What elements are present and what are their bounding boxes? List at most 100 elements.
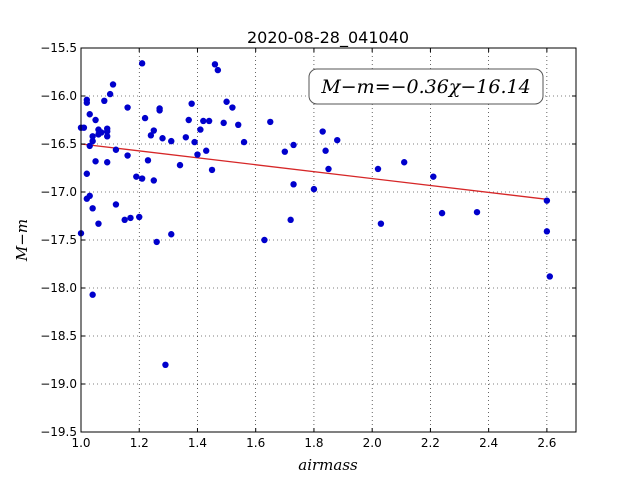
data-point bbox=[325, 165, 332, 173]
data-point bbox=[546, 273, 553, 280]
data-point bbox=[229, 104, 236, 111]
data-point bbox=[141, 114, 149, 122]
data-point bbox=[138, 60, 146, 67]
chart-title: 2020-08-28_041040 bbox=[247, 28, 409, 48]
data-point bbox=[214, 66, 222, 74]
data-point bbox=[89, 133, 96, 140]
y-axis-label: M−m bbox=[13, 219, 31, 262]
data-point bbox=[281, 148, 289, 155]
data-point bbox=[106, 90, 114, 98]
fit-line bbox=[80, 143, 547, 200]
data-point bbox=[235, 121, 242, 128]
data-point bbox=[104, 128, 111, 135]
x-tick-label: 2.2 bbox=[421, 436, 440, 450]
data-point bbox=[80, 124, 88, 131]
y-tick-label: −17.5 bbox=[40, 233, 77, 247]
data-point bbox=[138, 175, 146, 182]
data-point bbox=[89, 291, 96, 298]
data-point bbox=[121, 216, 128, 224]
fit-line-layer bbox=[80, 143, 547, 200]
annotation-box bbox=[308, 68, 544, 105]
data-point bbox=[95, 220, 102, 227]
data-point bbox=[267, 118, 274, 126]
data-point bbox=[150, 127, 157, 134]
y-tick-label: −19.5 bbox=[40, 425, 77, 439]
data-point bbox=[223, 98, 230, 105]
axis-ticks: 1.0 1.2 1.4 1.6 1.8 2.0 2.2 2.4 2.6 −15.5 −16.0 −16… bbox=[40, 41, 576, 450]
data-point bbox=[150, 177, 157, 184]
fit-equation: M−m=−0.36χ−16.14 bbox=[320, 76, 530, 98]
data-point bbox=[89, 137, 96, 145]
data-point bbox=[144, 157, 152, 164]
x-tick-label: 2.0 bbox=[363, 436, 382, 450]
data-point bbox=[261, 236, 268, 244]
y-tick-label: −17.0 bbox=[40, 185, 77, 199]
data-point bbox=[86, 142, 93, 150]
data-point bbox=[377, 220, 385, 227]
data-point bbox=[89, 205, 96, 212]
x-tick-label: 2.4 bbox=[479, 436, 498, 450]
data-point bbox=[92, 116, 99, 124]
data-point bbox=[127, 214, 134, 222]
data-point bbox=[156, 107, 163, 114]
y-tick-label: −18.0 bbox=[40, 281, 77, 295]
data-point bbox=[287, 216, 294, 224]
data-point bbox=[104, 159, 111, 166]
fit-annotation: M−m=−0.36χ−16.14 bbox=[308, 68, 544, 105]
data-point bbox=[92, 158, 99, 165]
data-point bbox=[290, 181, 297, 188]
x-tick-label: 1.8 bbox=[304, 436, 323, 450]
data-points bbox=[77, 60, 553, 368]
data-point bbox=[322, 147, 329, 154]
data-point bbox=[310, 185, 318, 193]
data-point bbox=[124, 152, 131, 159]
data-point bbox=[182, 134, 190, 141]
data-point bbox=[83, 170, 91, 177]
data-point bbox=[86, 111, 93, 118]
data-point bbox=[208, 166, 216, 174]
data-point bbox=[191, 138, 198, 146]
data-point bbox=[374, 165, 382, 173]
data-point bbox=[203, 147, 210, 154]
data-point bbox=[159, 135, 166, 142]
data-point bbox=[200, 117, 207, 125]
data-point bbox=[334, 136, 341, 144]
data-point bbox=[98, 129, 105, 136]
data-point bbox=[473, 208, 481, 216]
data-point bbox=[133, 173, 140, 180]
data-point bbox=[188, 100, 195, 107]
data-point bbox=[401, 159, 408, 166]
data-point bbox=[438, 209, 446, 217]
y-tick-label: −19.0 bbox=[40, 377, 77, 391]
y-tick-label: −16.0 bbox=[40, 89, 77, 103]
data-point bbox=[136, 213, 143, 221]
data-point bbox=[430, 173, 437, 180]
data-point bbox=[168, 231, 175, 238]
data-point bbox=[543, 228, 551, 235]
data-point bbox=[112, 146, 120, 153]
data-point bbox=[211, 61, 219, 68]
data-point bbox=[168, 137, 175, 145]
data-point bbox=[83, 96, 91, 104]
data-point bbox=[112, 201, 120, 208]
data-point bbox=[194, 151, 201, 158]
data-point bbox=[124, 104, 131, 111]
data-point bbox=[162, 361, 169, 368]
data-point bbox=[240, 138, 248, 146]
data-point bbox=[104, 133, 111, 140]
data-point bbox=[86, 192, 93, 200]
data-point bbox=[176, 161, 184, 169]
data-point bbox=[197, 126, 204, 133]
x-tick-label: 1.2 bbox=[130, 436, 149, 450]
data-point bbox=[205, 117, 213, 125]
data-point bbox=[153, 238, 160, 246]
data-point bbox=[290, 141, 297, 149]
x-tick-label: 2.6 bbox=[537, 436, 556, 450]
data-point bbox=[147, 132, 155, 139]
y-tick-label: −18.5 bbox=[40, 329, 77, 343]
x-tick-label: 1.6 bbox=[246, 436, 265, 450]
data-point bbox=[185, 116, 192, 124]
y-tick-label: −16.5 bbox=[40, 137, 77, 151]
data-point bbox=[319, 128, 326, 135]
